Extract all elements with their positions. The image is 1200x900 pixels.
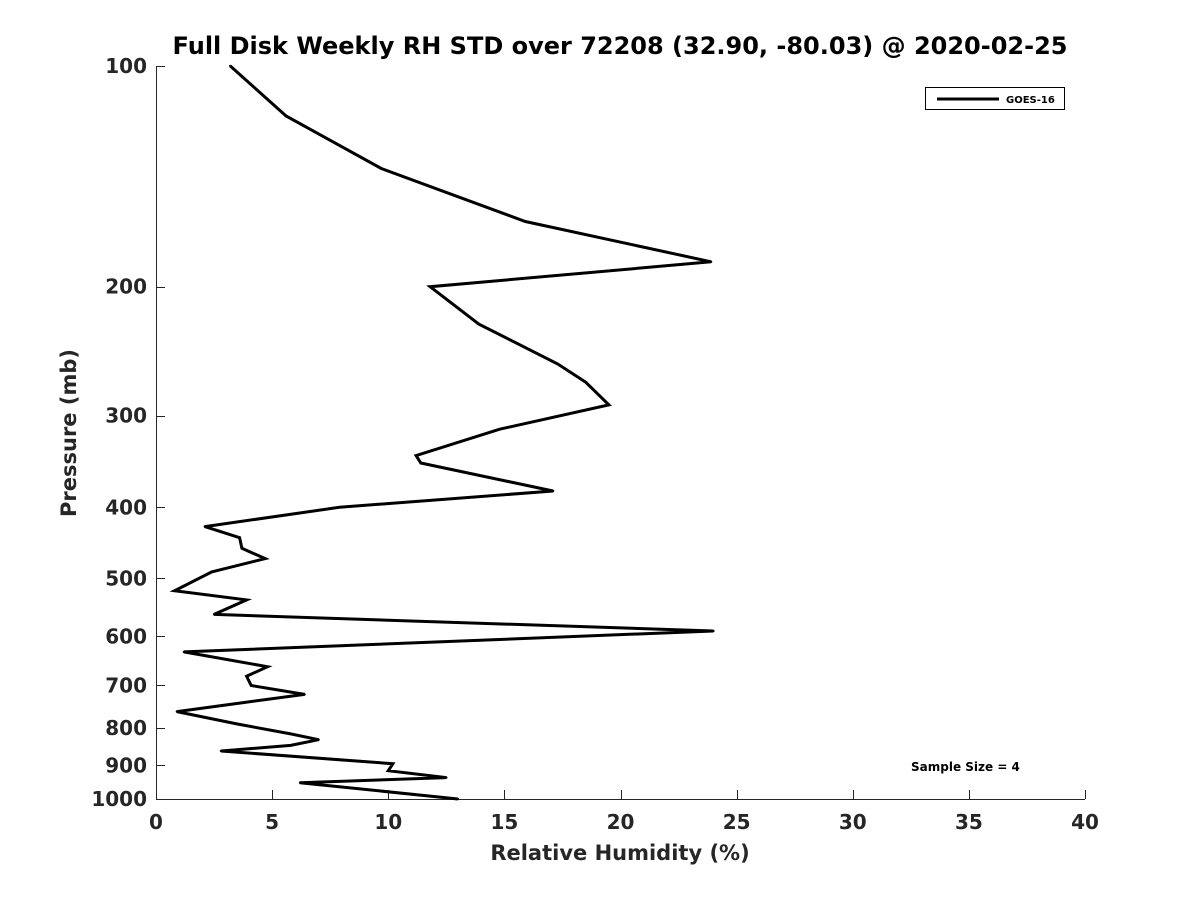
data-point bbox=[419, 461, 422, 465]
y-tick-label: 900 bbox=[105, 753, 147, 777]
data-point bbox=[298, 781, 302, 784]
data-point bbox=[607, 403, 611, 407]
data-point bbox=[210, 570, 213, 574]
data-point bbox=[709, 260, 713, 263]
data-point bbox=[245, 675, 248, 678]
y-tick-label: 200 bbox=[105, 275, 147, 299]
y-tick-label: 700 bbox=[105, 673, 147, 697]
data-point bbox=[712, 629, 715, 633]
y-axis-label: Pressure (mb) bbox=[57, 349, 81, 517]
y-tick-label: 1000 bbox=[91, 787, 147, 811]
y-tick-label: 800 bbox=[105, 716, 147, 740]
x-tick-label: 30 bbox=[839, 810, 867, 834]
data-point bbox=[456, 797, 460, 801]
y-tick-label: 500 bbox=[105, 566, 147, 590]
data-point bbox=[584, 381, 587, 384]
data-point bbox=[245, 598, 248, 602]
x-tick-label: 0 bbox=[149, 810, 163, 834]
data-point bbox=[240, 547, 244, 550]
x-tick-label: 15 bbox=[490, 810, 518, 834]
series-line-goes-16 bbox=[169, 64, 714, 801]
y-tick-label: 300 bbox=[105, 404, 147, 428]
data-point bbox=[175, 710, 179, 713]
data-point bbox=[219, 749, 223, 753]
data-point bbox=[428, 285, 432, 288]
data-point bbox=[551, 489, 555, 493]
data-point bbox=[238, 701, 241, 705]
y-tick-label: 600 bbox=[105, 624, 147, 648]
sample-size-annotation: Sample Size = 4 bbox=[911, 760, 1020, 774]
x-axis-ticks: 0 5 10 15 20 25 30 35 40 bbox=[149, 790, 1099, 834]
data-point bbox=[317, 738, 320, 741]
data-point bbox=[173, 589, 176, 592]
data-point bbox=[250, 684, 253, 687]
data-point bbox=[387, 769, 390, 772]
chart-title: Full Disk Weekly RH STD over 72208 (32.9… bbox=[173, 32, 1068, 60]
y-axis-ticks: 100 200 300 400 500 600 700 800 900 1000 bbox=[91, 54, 165, 811]
data-point bbox=[236, 722, 239, 726]
data-point bbox=[391, 762, 395, 765]
data-point bbox=[289, 732, 292, 736]
x-tick-label: 25 bbox=[723, 810, 751, 834]
x-tick-label: 35 bbox=[955, 810, 983, 834]
data-point bbox=[414, 454, 418, 457]
data-point bbox=[445, 776, 448, 779]
data-point bbox=[556, 362, 559, 366]
data-point bbox=[380, 167, 383, 170]
legend-label: GOES-16 bbox=[1006, 95, 1055, 106]
series-group bbox=[169, 64, 715, 801]
y-tick-label: 400 bbox=[105, 495, 147, 519]
data-point bbox=[212, 613, 216, 616]
y-tick-label: 100 bbox=[105, 54, 147, 78]
x-tick-label: 20 bbox=[607, 810, 635, 834]
x-tick-label: 5 bbox=[265, 810, 279, 834]
data-point bbox=[338, 506, 341, 509]
data-point bbox=[229, 64, 232, 68]
data-point bbox=[289, 744, 292, 747]
data-point bbox=[284, 114, 288, 118]
data-point bbox=[238, 536, 241, 539]
x-tick-label: 40 bbox=[1071, 810, 1099, 834]
data-point bbox=[498, 428, 501, 431]
legend: GOES-16 bbox=[925, 87, 1065, 110]
data-point bbox=[264, 557, 267, 560]
data-point bbox=[182, 650, 186, 654]
data-point bbox=[477, 322, 480, 326]
x-tick-label: 10 bbox=[374, 810, 402, 834]
data-point bbox=[303, 693, 306, 696]
x-axis-label: Relative Humidity (%) bbox=[490, 841, 749, 865]
data-point bbox=[203, 525, 206, 528]
data-point bbox=[266, 665, 269, 668]
data-point bbox=[524, 220, 527, 223]
